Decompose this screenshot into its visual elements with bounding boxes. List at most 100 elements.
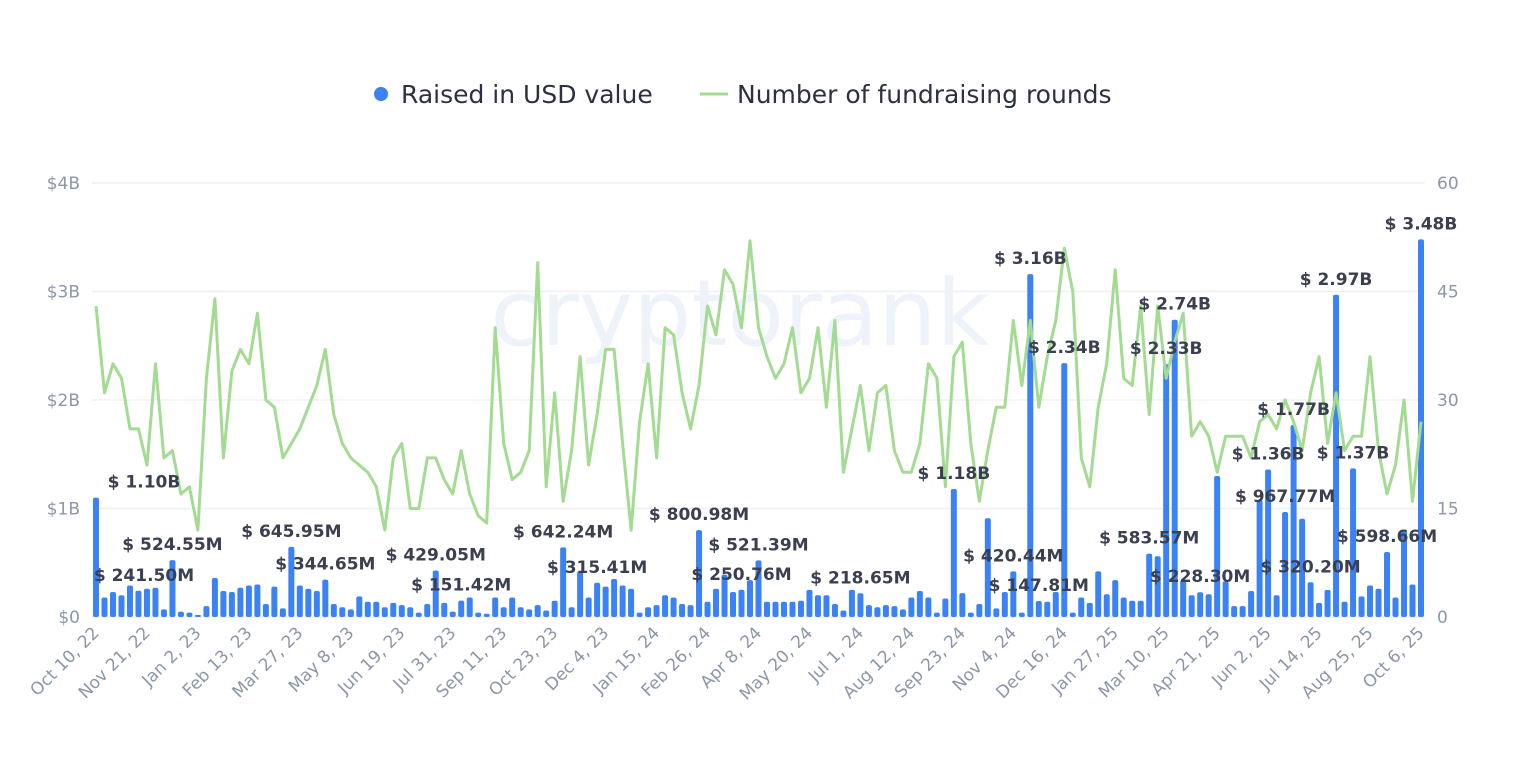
bar bbox=[984, 518, 991, 617]
bar bbox=[449, 611, 456, 617]
bar bbox=[313, 590, 320, 617]
bar bbox=[831, 603, 838, 617]
bar bbox=[789, 601, 796, 617]
bar bbox=[730, 592, 737, 617]
data-label: $ 228.30M bbox=[1150, 567, 1250, 587]
bar bbox=[967, 612, 974, 617]
legend-label-rounds[interactable]: Number of fundraising rounds bbox=[737, 80, 1112, 109]
bar bbox=[1061, 363, 1068, 617]
bar bbox=[543, 610, 550, 617]
y-axis-right: 0 15 30 45 60 bbox=[1437, 174, 1459, 628]
legend-marker-raised bbox=[374, 87, 388, 101]
data-label: $ 2.33B bbox=[1130, 339, 1203, 359]
bar bbox=[1095, 571, 1102, 617]
bar bbox=[823, 595, 830, 617]
bar bbox=[933, 612, 940, 617]
bar bbox=[93, 497, 99, 617]
bar bbox=[101, 597, 108, 617]
y-left-tick-label: $2B bbox=[47, 391, 80, 411]
bar bbox=[466, 597, 473, 617]
bar bbox=[1401, 531, 1408, 617]
bar bbox=[364, 601, 371, 617]
bar bbox=[1205, 594, 1212, 617]
y-axis-left: $0 $1B $2B $3B $4B bbox=[47, 174, 80, 628]
bar bbox=[254, 584, 261, 617]
bar bbox=[1350, 468, 1357, 617]
bar bbox=[568, 607, 575, 617]
data-label: $ 645.95M bbox=[241, 522, 341, 542]
bar bbox=[347, 609, 354, 617]
bar bbox=[1384, 552, 1391, 617]
bar bbox=[1248, 590, 1255, 617]
gridlines bbox=[92, 182, 1425, 618]
bar bbox=[1052, 592, 1059, 617]
data-label: $ 800.98M bbox=[649, 505, 749, 525]
bar bbox=[560, 547, 567, 617]
bar bbox=[780, 601, 787, 617]
bar bbox=[1282, 511, 1289, 617]
bar bbox=[1409, 584, 1416, 617]
bar bbox=[1239, 606, 1246, 617]
bar bbox=[1112, 580, 1119, 617]
bar bbox=[288, 546, 295, 617]
bar bbox=[424, 603, 431, 617]
data-label: $ 3.48B bbox=[1385, 214, 1458, 234]
bar bbox=[415, 612, 422, 617]
bar bbox=[950, 488, 957, 617]
bar bbox=[755, 560, 762, 617]
bar bbox=[186, 612, 193, 617]
bar bbox=[509, 597, 516, 617]
rounds-line bbox=[94, 239, 1423, 532]
bar bbox=[1035, 600, 1042, 617]
bar bbox=[330, 603, 337, 617]
bar bbox=[942, 598, 949, 617]
bar bbox=[713, 588, 720, 617]
bar bbox=[1375, 588, 1382, 617]
bar bbox=[1154, 556, 1161, 617]
bar bbox=[407, 607, 414, 617]
bar bbox=[602, 586, 609, 617]
bar bbox=[670, 597, 677, 617]
bar bbox=[1086, 602, 1093, 617]
bar bbox=[840, 610, 847, 617]
bar bbox=[245, 585, 252, 617]
bar bbox=[1290, 424, 1297, 617]
legend[interactable]: Raised in USD value Number of fundraisin… bbox=[374, 80, 1112, 109]
data-label: $ 1.10B bbox=[108, 473, 181, 493]
bar bbox=[211, 577, 218, 617]
bar bbox=[203, 606, 210, 617]
bar bbox=[806, 589, 813, 617]
bar bbox=[1256, 499, 1263, 617]
bar bbox=[1222, 581, 1229, 617]
bar bbox=[738, 589, 745, 617]
bar bbox=[1188, 595, 1195, 617]
bar bbox=[1103, 594, 1110, 617]
bar bbox=[594, 582, 601, 617]
bar bbox=[1120, 597, 1127, 617]
legend-label-raised[interactable]: Raised in USD value bbox=[401, 80, 653, 109]
data-label: $ 218.65M bbox=[810, 568, 910, 588]
bar bbox=[458, 600, 465, 617]
bar bbox=[169, 560, 176, 617]
bar bbox=[1137, 600, 1144, 617]
data-label: $ 420.44M bbox=[963, 546, 1063, 566]
bar bbox=[109, 592, 116, 617]
data-label: $ 1.18B bbox=[918, 464, 991, 484]
bar bbox=[908, 597, 915, 617]
bar bbox=[636, 612, 643, 617]
bar bbox=[1265, 469, 1272, 617]
data-label: $ 2.97B bbox=[1300, 270, 1373, 290]
bar bbox=[704, 601, 711, 617]
bar bbox=[534, 605, 541, 617]
y-left-tick-label: $3B bbox=[47, 283, 80, 303]
bar bbox=[628, 588, 635, 617]
bar bbox=[1367, 585, 1374, 617]
bar bbox=[577, 571, 584, 617]
bar bbox=[1027, 274, 1034, 617]
bar bbox=[1324, 589, 1331, 617]
data-label: $ 429.05M bbox=[386, 545, 486, 565]
bar bbox=[1163, 364, 1170, 617]
bar bbox=[1001, 592, 1008, 617]
data-label: $ 2.34B bbox=[1028, 338, 1101, 358]
bar bbox=[143, 588, 150, 617]
